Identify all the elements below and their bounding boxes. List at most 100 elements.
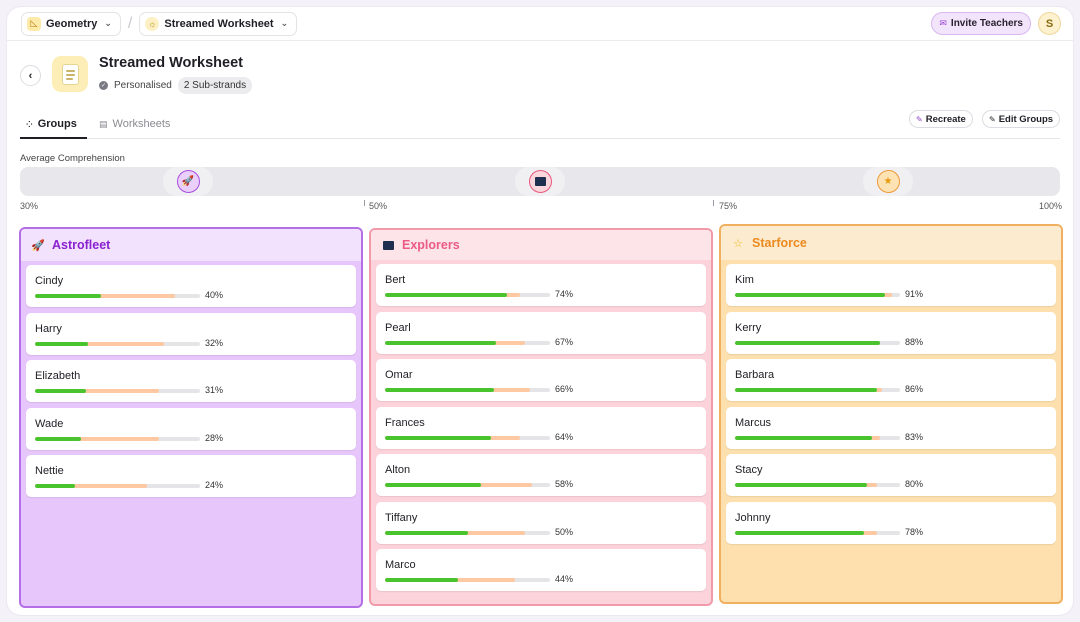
student-card[interactable]: Tiffany 50% — [376, 501, 706, 544]
subject-selector[interactable]: ◺ Geometry ⌄ — [21, 11, 121, 36]
student-percentage: 74% — [555, 289, 574, 299]
avatar[interactable]: S — [1038, 12, 1061, 35]
tab-worksheets-label: Worksheets — [112, 118, 171, 130]
student-name: Marco — [385, 559, 416, 571]
progress-bar — [735, 293, 900, 297]
progress-bar-fill — [735, 530, 864, 535]
progress-bar — [35, 484, 200, 488]
progress-bar-fill — [35, 484, 75, 488]
progress-bar — [35, 436, 200, 441]
student-name: Cindy — [35, 275, 64, 287]
student-name: Elizabeth — [35, 370, 81, 382]
progress-bar — [385, 340, 550, 345]
student-name: Frances — [385, 416, 425, 429]
student-card[interactable]: Harry 32% — [26, 312, 356, 355]
student-percentage: 91% — [905, 289, 924, 299]
student-percentage: 40% — [205, 290, 224, 300]
group-name: Astrofleet — [52, 238, 111, 252]
progress-bar — [385, 483, 550, 487]
worksheet-label: Streamed Worksheet — [164, 17, 274, 30]
student-card[interactable]: Omar 66% — [376, 359, 706, 401]
invite-teachers-button[interactable]: ✉ Invite Teachers — [931, 12, 1031, 35]
worksheet-selector[interactable]: ☼ Streamed Worksheet ⌄ — [139, 11, 298, 36]
student-name: Pearl — [385, 321, 411, 334]
progress-bar-secondary — [35, 436, 159, 441]
tab-active-indicator — [20, 137, 87, 139]
progress-bar-fill — [735, 483, 867, 487]
student-card[interactable]: Frances 64% — [376, 406, 706, 449]
recreate-button[interactable]: ✎ Recreate — [909, 110, 973, 128]
edit-groups-button[interactable]: ✎ Edit Groups — [982, 110, 1061, 128]
subject-label: Geometry — [46, 17, 98, 30]
student-card[interactable]: Johnny 78% — [726, 501, 1056, 544]
chevron-down-icon: ⌄ — [280, 18, 289, 28]
student-percentage: 78% — [905, 526, 924, 537]
student-card[interactable]: Pearl 67% — [376, 311, 706, 354]
student-card[interactable]: Bert 74% — [376, 264, 706, 306]
student-list: Kim 91% Kerry 88% Barbara 86% Marcus 83% Stacy 80… — [721, 260, 1061, 555]
worksheet-tab-icon: ▤ — [99, 118, 108, 129]
marker-explorers[interactable] — [515, 167, 565, 196]
marker-astrofleet[interactable]: 🚀 — [163, 167, 213, 196]
student-card[interactable]: Marco 44% — [376, 549, 706, 591]
group-column-starforce: ☆ Starforce Kim 91% Kerry 88% Barbara 86% Marc… — [719, 224, 1063, 604]
student-name: Kim — [735, 274, 754, 286]
tab-bar: ⁘ Groups ▤ Worksheets — [20, 115, 1060, 139]
tab-groups[interactable]: ⁘ Groups — [26, 118, 77, 130]
progress-bar — [385, 435, 550, 440]
worksheet-thumbnail-icon — [52, 56, 88, 92]
telescope-icon — [528, 170, 552, 193]
tick-100: 100% — [1039, 201, 1063, 211]
student-name: Marcus — [735, 416, 772, 429]
student-card[interactable]: Elizabeth 31% — [26, 360, 356, 402]
substrands-badge[interactable]: 2 Sub-strands — [177, 77, 253, 94]
progress-bar-secondary — [35, 341, 164, 346]
student-card[interactable]: Nettie 24% — [26, 455, 356, 497]
student-card[interactable]: Marcus 83% — [726, 406, 1056, 449]
tab-worksheets[interactable]: ▤ Worksheets — [99, 118, 170, 130]
student-percentage: 58% — [555, 479, 574, 489]
breadcrumb-separator: / — [127, 14, 133, 32]
student-card[interactable]: Wade 28% — [26, 407, 356, 450]
progress-bar-fill — [385, 340, 496, 345]
progress-bar-fill — [385, 388, 494, 392]
progress-bar — [735, 483, 900, 487]
rocket-icon: 🚀 — [176, 170, 200, 193]
back-button[interactable]: ‹ — [20, 65, 41, 86]
student-percentage: 83% — [905, 431, 924, 442]
progress-bar-fill — [735, 435, 872, 440]
student-card[interactable]: Alton 58% — [376, 454, 706, 496]
average-comprehension-label: Average Comprehension — [20, 153, 125, 164]
group-column-explorers: Explorers Bert 74% Pearl 67% Omar 66% Frances 6… — [369, 228, 713, 606]
star-icon: ☆ — [733, 237, 743, 250]
group-header: Explorers — [371, 230, 711, 260]
student-name: Stacy — [735, 464, 763, 476]
tick-mark — [713, 200, 714, 206]
recreate-label: Recreate — [925, 113, 966, 125]
invite-label: Invite Teachers — [950, 18, 1023, 29]
tab-groups-label: Groups — [37, 118, 77, 130]
progress-bar-fill — [385, 530, 468, 535]
student-percentage: 31% — [205, 385, 224, 395]
group-column-astrofleet: 🚀 Astrofleet Cindy 40% Harry 32% Elizabeth 31… — [19, 227, 363, 608]
progress-bar-fill — [35, 436, 82, 441]
tick-30: 30% — [20, 201, 39, 211]
student-card[interactable]: Barbara 86% — [726, 359, 1056, 401]
marker-starforce[interactable]: ★ — [863, 167, 913, 196]
student-card[interactable]: Kim 91% — [726, 264, 1056, 306]
student-card[interactable]: Kerry 88% — [726, 311, 1056, 354]
top-bar: ◺ Geometry ⌄ / ☼ Streamed Worksheet ⌄ ✉ … — [7, 7, 1073, 41]
group-name: Starforce — [752, 236, 807, 250]
student-name: Bert — [385, 274, 406, 286]
student-card[interactable]: Stacy 80% — [726, 454, 1056, 496]
progress-bar — [735, 340, 900, 345]
student-name: Barbara — [735, 369, 775, 381]
progress-bar — [385, 578, 550, 582]
group-header: ☆ Starforce — [721, 226, 1061, 260]
student-card[interactable]: Cindy 40% — [26, 265, 356, 307]
tick-50: 50% — [369, 201, 388, 211]
progress-bar-fill — [735, 340, 881, 345]
group-header: 🚀 Astrofleet — [21, 229, 361, 261]
student-percentage: 32% — [205, 337, 224, 348]
student-percentage: 50% — [555, 526, 574, 537]
